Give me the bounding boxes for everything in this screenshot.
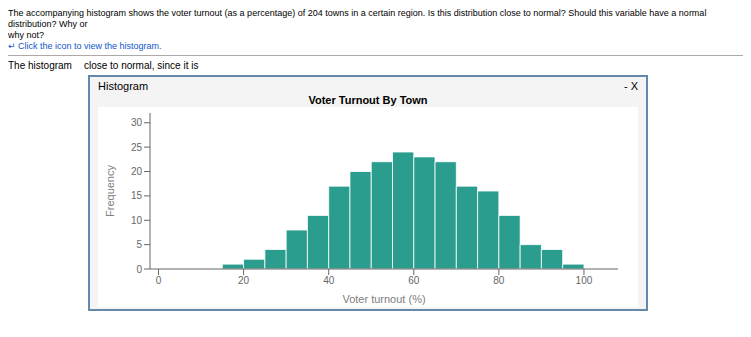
html-text:↵ Click the icon to view the h: ↵ Click the icon to view the histogram. <box>8 41 162 51</box>
svg-text:5: 5 <box>136 239 142 250</box>
svg-text:0: 0 <box>156 275 162 286</box>
html-text:why not?: why not? <box>8 30 44 40</box>
html-text:- X: - X <box>623 80 638 92</box>
svg-text:Voter turnout (%): Voter turnout (%) <box>342 293 425 305</box>
html-text:Voter Turnout By Town: Voter Turnout By Town <box>308 94 428 106</box>
html-text:The accompanying histogram sho: The accompanying histogram shows the vot… <box>8 8 707 29</box>
svg-text:80: 80 <box>493 275 505 286</box>
svg-text:10: 10 <box>131 215 143 226</box>
svg-text:0: 0 <box>136 264 142 275</box>
svg-text:Frequency: Frequency <box>104 165 116 217</box>
svg-text:15: 15 <box>131 190 143 201</box>
svg-text:30: 30 <box>131 117 143 128</box>
svg-text:25: 25 <box>131 142 143 153</box>
html-text:Histogram: Histogram <box>98 80 149 92</box>
svg-text:100: 100 <box>576 275 593 286</box>
svg-text:60: 60 <box>408 275 420 286</box>
html-text:The histogram: The histogram <box>8 60 72 71</box>
html-text:close to normal, since it is: close to normal, since it is <box>83 60 199 71</box>
svg-text:40: 40 <box>323 275 335 286</box>
svg-text:20: 20 <box>238 275 250 286</box>
svg-text:20: 20 <box>131 166 143 177</box>
